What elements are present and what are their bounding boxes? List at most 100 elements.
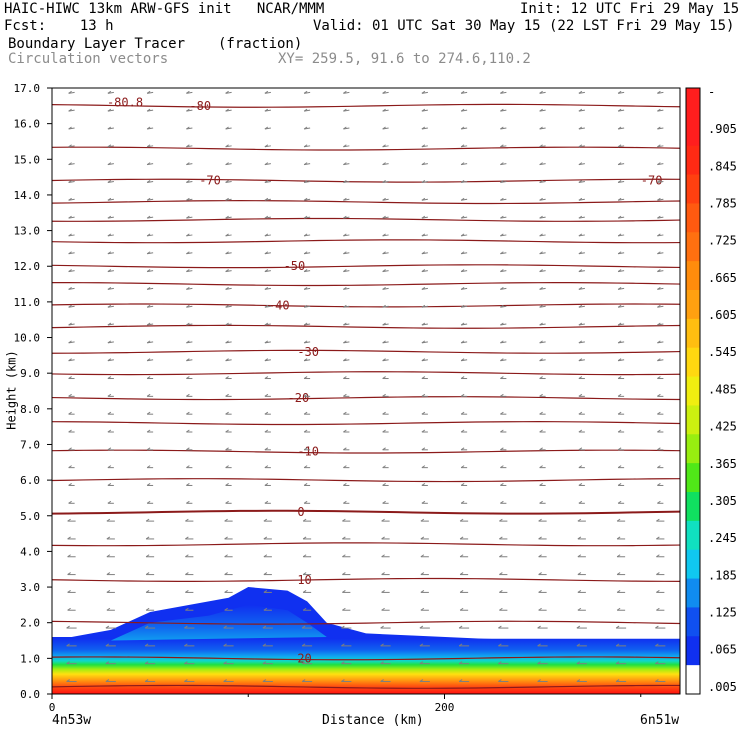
vector-arrow-head [186,269,190,272]
vector-arrow-head [225,340,229,344]
vector-arrow-head [539,340,543,344]
vector-arrow-head [341,643,345,647]
vector-arrow-head [499,572,503,575]
y-tick-label: 15.0 [14,153,41,166]
colorbar-frame [685,87,701,695]
contour-line [51,577,681,582]
vector-arrow-head [500,162,504,166]
colorbar-label: .065 [708,643,737,657]
contour-label: -50 [284,259,306,273]
vector-arrow-head [460,233,465,237]
vector-arrow-head [539,180,543,183]
vector-arrow-head [381,518,385,522]
vector-arrow-head [264,144,269,148]
vector-arrow-head [381,536,385,540]
vector-arrow-head [499,518,503,522]
vector-arrow-head [459,536,464,540]
field-title: Boundary Layer Tracer [8,36,186,52]
vector-arrow-head [578,126,583,130]
vector-arrow-head [303,269,308,272]
vector-arrow-head [500,144,504,148]
vector-arrow-head [657,393,661,397]
vector-arrow-head [105,679,110,682]
vector-arrow-head [303,215,308,219]
vector-arrow-head [617,340,622,344]
vector-arrow-head [303,393,308,397]
vector-arrow-head [146,215,151,219]
vector-arrow-head [225,322,229,326]
vector-arrow-head [186,108,190,112]
colorbar-swatch [686,261,700,291]
vector-arrow-head [617,126,622,130]
vector-arrow-head [578,340,583,344]
vector-arrow-head [185,607,189,611]
vector-arrow-head [537,643,541,647]
header-init: Init: 12 UTC Fri 29 May 15 [520,1,740,17]
vector-arrow-head [578,215,583,219]
y-axis: 0.0 1.0 2.0 3.0 4.0 5.0 6.0 7.0 8.0 9.0 10.0 11.0 12… [14,82,52,701]
y-tick-label: 10.0 [14,332,41,345]
vector-arrow-head [655,625,659,629]
vector-arrow-head [303,233,308,237]
vector-arrow-head [538,554,542,558]
x-axis-label: Distance (km) [322,713,424,728]
vector-arrow-head [68,197,72,201]
vector-arrow-head [617,322,622,326]
vector-arrow-head [106,536,111,540]
vector-arrow-head [657,286,661,290]
vector-arrow-head [421,162,426,166]
contour-line [51,217,681,222]
vector-arrow-head [615,625,620,629]
vector-arrow-head [539,269,543,272]
vector-arrow-head [303,322,308,326]
vector-arrow-head [657,180,661,183]
vector-arrow-head [578,393,583,397]
vector-arrow-head [302,518,307,522]
colorbar-swatch [686,520,700,551]
vector-arrow-head [107,465,112,469]
vector-arrow-head [263,536,268,540]
vector-arrow-head [617,90,622,94]
vector-arrow-head [537,679,541,682]
vector-arrow-head [617,144,622,148]
vector-arrow-head [421,269,426,272]
colorbar-swatch [686,636,700,666]
vector-arrow-head [303,304,308,308]
vector-arrow-head [107,304,112,308]
vector-arrow-head [381,554,385,558]
contour-line [51,103,681,108]
vector-arrow-head [578,108,583,112]
vector-arrow-head [225,286,229,290]
vector-arrow-head [343,304,347,308]
vector-arrow-head [421,393,426,397]
vector-arrow-head [577,607,582,611]
y-tick-label: 9.0 [20,367,40,380]
vector-arrow-head [656,554,660,558]
vector-arrow-head [224,572,228,575]
vector-arrow-head [146,144,151,148]
vector-arrow-head [68,322,72,326]
vector-arrow-head [539,126,543,130]
vector-arrow-head [225,447,229,451]
vector-arrow-head [656,536,660,540]
vector-arrow-head [382,126,386,130]
vector-arrow-head [264,126,269,130]
vector-arrow-head [68,251,72,255]
vector-arrow-head [225,162,229,166]
contour-label: -70 [641,174,663,188]
vector-arrow-head [657,340,661,344]
x-tick-label: 0 [49,701,56,714]
vector-arrow-head [576,643,581,647]
vector-arrow-head [107,251,112,255]
vector-arrow-head [343,358,347,362]
contour-line [51,178,681,183]
vector-arrow-head [146,162,151,166]
vector-arrow-head [303,144,308,148]
vector-arrow-head [186,90,190,94]
vector-arrow-head [146,376,151,379]
vector-arrow-head [68,269,72,272]
contour-label: -10 [297,445,319,459]
vector-arrow-head [499,589,503,593]
vector-arrow-head [303,90,308,94]
